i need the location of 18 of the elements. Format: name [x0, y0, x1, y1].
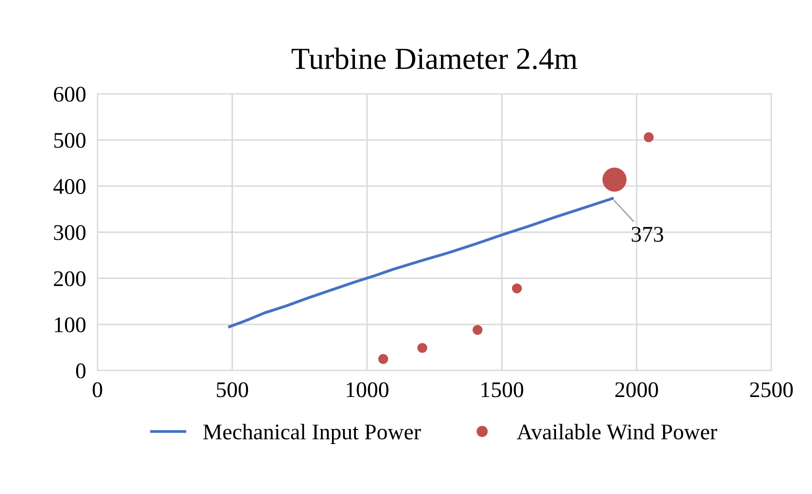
- y-tick-label: 500: [54, 132, 86, 148]
- y-tick-label: 400: [53, 179, 86, 194]
- line-series: [228, 197, 614, 328]
- y-tick-label: 100: [54, 317, 86, 332]
- y-tick-label: 200: [54, 271, 86, 286]
- legend-label: Available Wind Power: [516, 424, 718, 440]
- chart-title: Turbine Diameter 2.4m: [292, 48, 578, 70]
- x-tick-label: 0: [92, 382, 102, 398]
- y-tick-label: 300: [54, 225, 86, 240]
- legend-label: Mechanical Input Power: [203, 424, 421, 444]
- x-tick-label: 1000: [346, 382, 388, 398]
- y-tick-label: 0: [76, 363, 86, 378]
- x-tick-label: 500: [216, 382, 248, 398]
- x-tick-label: 2000: [615, 382, 658, 398]
- y-tick-label: 600: [54, 86, 86, 102]
- x-tick-label: 1500: [482, 382, 524, 398]
- annotation: 373: [632, 226, 664, 242]
- x-tick-label: 2500: [750, 382, 793, 398]
